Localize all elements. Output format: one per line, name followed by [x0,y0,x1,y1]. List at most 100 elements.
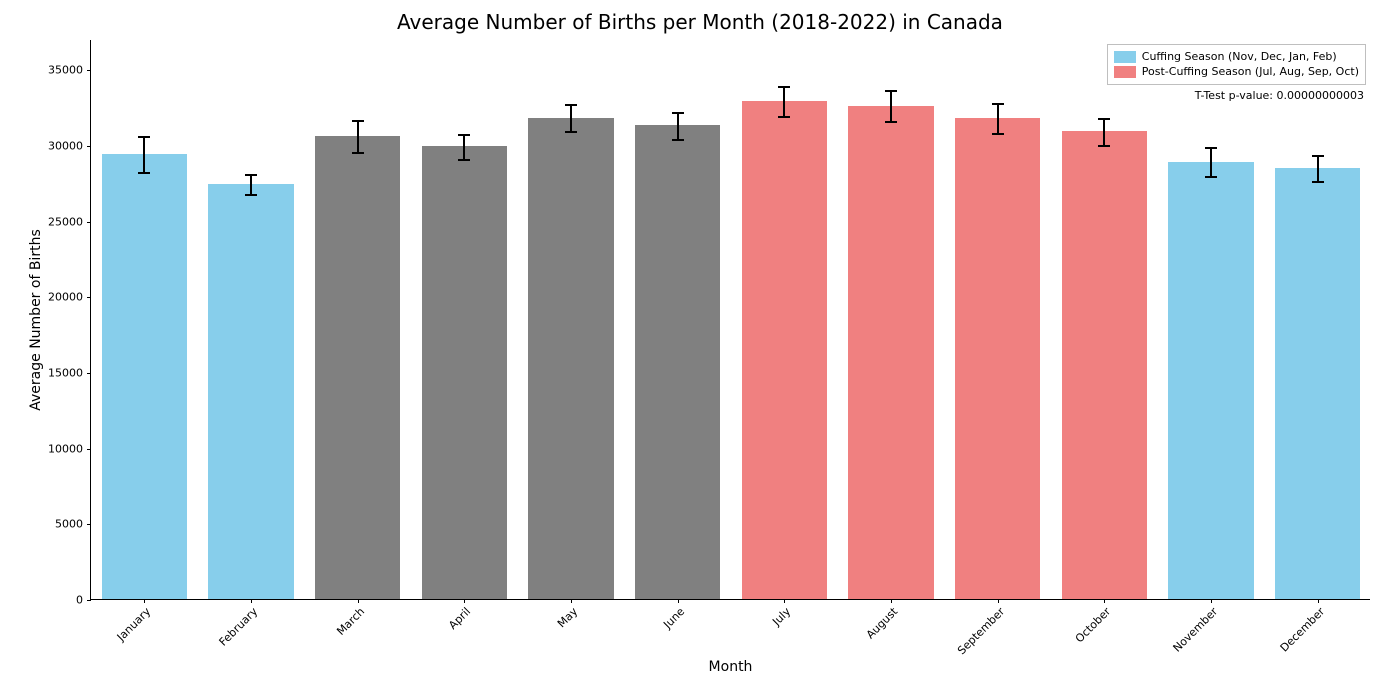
x-tick [464,599,465,603]
y-tick [87,222,91,223]
y-tick-label: 10000 [48,442,83,455]
x-tick [251,599,252,603]
x-tick [144,599,145,603]
error-bar [143,137,145,173]
y-tick [87,600,91,601]
y-tick-label: 0 [76,594,83,607]
error-bar-cap [245,174,257,176]
bar [1062,131,1147,599]
y-tick-label: 25000 [48,215,83,228]
x-tick-label: June [661,605,687,631]
x-tick-label: August [864,605,900,641]
bar [102,154,187,599]
error-bar-cap [352,120,364,122]
legend-item: Post-Cuffing Season (Jul, Aug, Sep, Oct) [1114,64,1359,79]
x-tick [998,599,999,603]
error-bar [570,105,572,132]
error-bar-cap [565,104,577,106]
x-tick-label: November [1171,605,1221,655]
x-tick [1318,599,1319,603]
legend-label: Cuffing Season (Nov, Dec, Jan, Feb) [1142,49,1337,64]
bar [1275,168,1360,599]
error-bar-cap [992,103,1004,105]
error-bar-cap [1098,145,1110,147]
chart-figure: Average Number of Births per Month (2018… [0,0,1400,700]
legend-swatch [1114,66,1136,78]
error-bar [1210,148,1212,177]
y-tick-label: 15000 [48,366,83,379]
error-bar-cap [245,194,257,196]
y-tick [87,373,91,374]
bar [528,118,613,599]
x-tick-label: January [115,605,154,644]
error-bar [1317,156,1319,182]
x-tick-label: March [334,605,367,638]
error-bar-cap [1098,118,1110,120]
error-bar [250,175,252,195]
p-value-annotation: T-Test p-value: 0.00000000003 [1195,89,1364,102]
error-bar-cap [1205,176,1217,178]
error-bar-cap [1312,155,1324,157]
y-tick [87,449,91,450]
error-bar-cap [778,86,790,88]
y-tick-label: 30000 [48,139,83,152]
x-tick-label: July [770,605,793,628]
error-bar-cap [138,136,150,138]
error-bar-cap [352,152,364,154]
x-tick-label: April [447,605,474,632]
error-bar-cap [992,133,1004,135]
error-bar [677,113,679,140]
bar [315,136,400,599]
error-bar-cap [138,172,150,174]
plot-area: Cuffing Season (Nov, Dec, Jan, Feb)Post-… [90,40,1370,600]
x-axis-label: Month [91,659,1370,675]
bar [848,106,933,599]
y-tick-label: 35000 [48,64,83,77]
y-tick [87,297,91,298]
x-tick [358,599,359,603]
bar [635,125,720,599]
x-tick [1104,599,1105,603]
x-tick-label: October [1073,605,1113,645]
x-tick [891,599,892,603]
bar [1168,162,1253,599]
chart-title: Average Number of Births per Month (2018… [0,10,1400,34]
error-bar-cap [672,139,684,141]
x-tick-label: February [217,605,261,649]
legend: Cuffing Season (Nov, Dec, Jan, Feb)Post-… [1107,44,1366,85]
error-bar [890,91,892,121]
error-bar-cap [1312,181,1324,183]
error-bar [357,121,359,153]
x-tick-label: May [555,605,580,630]
error-bar-cap [778,116,790,118]
error-bar [463,135,465,161]
y-tick [87,70,91,71]
bar [955,118,1040,599]
error-bar-cap [565,131,577,133]
x-tick-label: September [955,605,1007,657]
y-tick [87,146,91,147]
error-bar-cap [672,112,684,114]
error-bar-cap [885,90,897,92]
bar [208,184,293,599]
error-bar [997,104,999,134]
error-bar [1103,119,1105,146]
x-tick [1211,599,1212,603]
x-tick [571,599,572,603]
error-bar-cap [885,121,897,123]
y-tick [87,524,91,525]
y-axis-label: Average Number of Births [28,229,44,410]
legend-swatch [1114,51,1136,63]
legend-item: Cuffing Season (Nov, Dec, Jan, Feb) [1114,49,1359,64]
x-tick [784,599,785,603]
bar [422,146,507,599]
x-tick-label: December [1277,605,1327,655]
error-bar-cap [1205,147,1217,149]
x-tick [678,599,679,603]
legend-label: Post-Cuffing Season (Jul, Aug, Sep, Oct) [1142,64,1359,79]
error-bar [783,87,785,117]
bar [742,101,827,599]
error-bar-cap [458,159,470,161]
y-tick-label: 20000 [48,291,83,304]
y-tick-label: 5000 [55,518,83,531]
